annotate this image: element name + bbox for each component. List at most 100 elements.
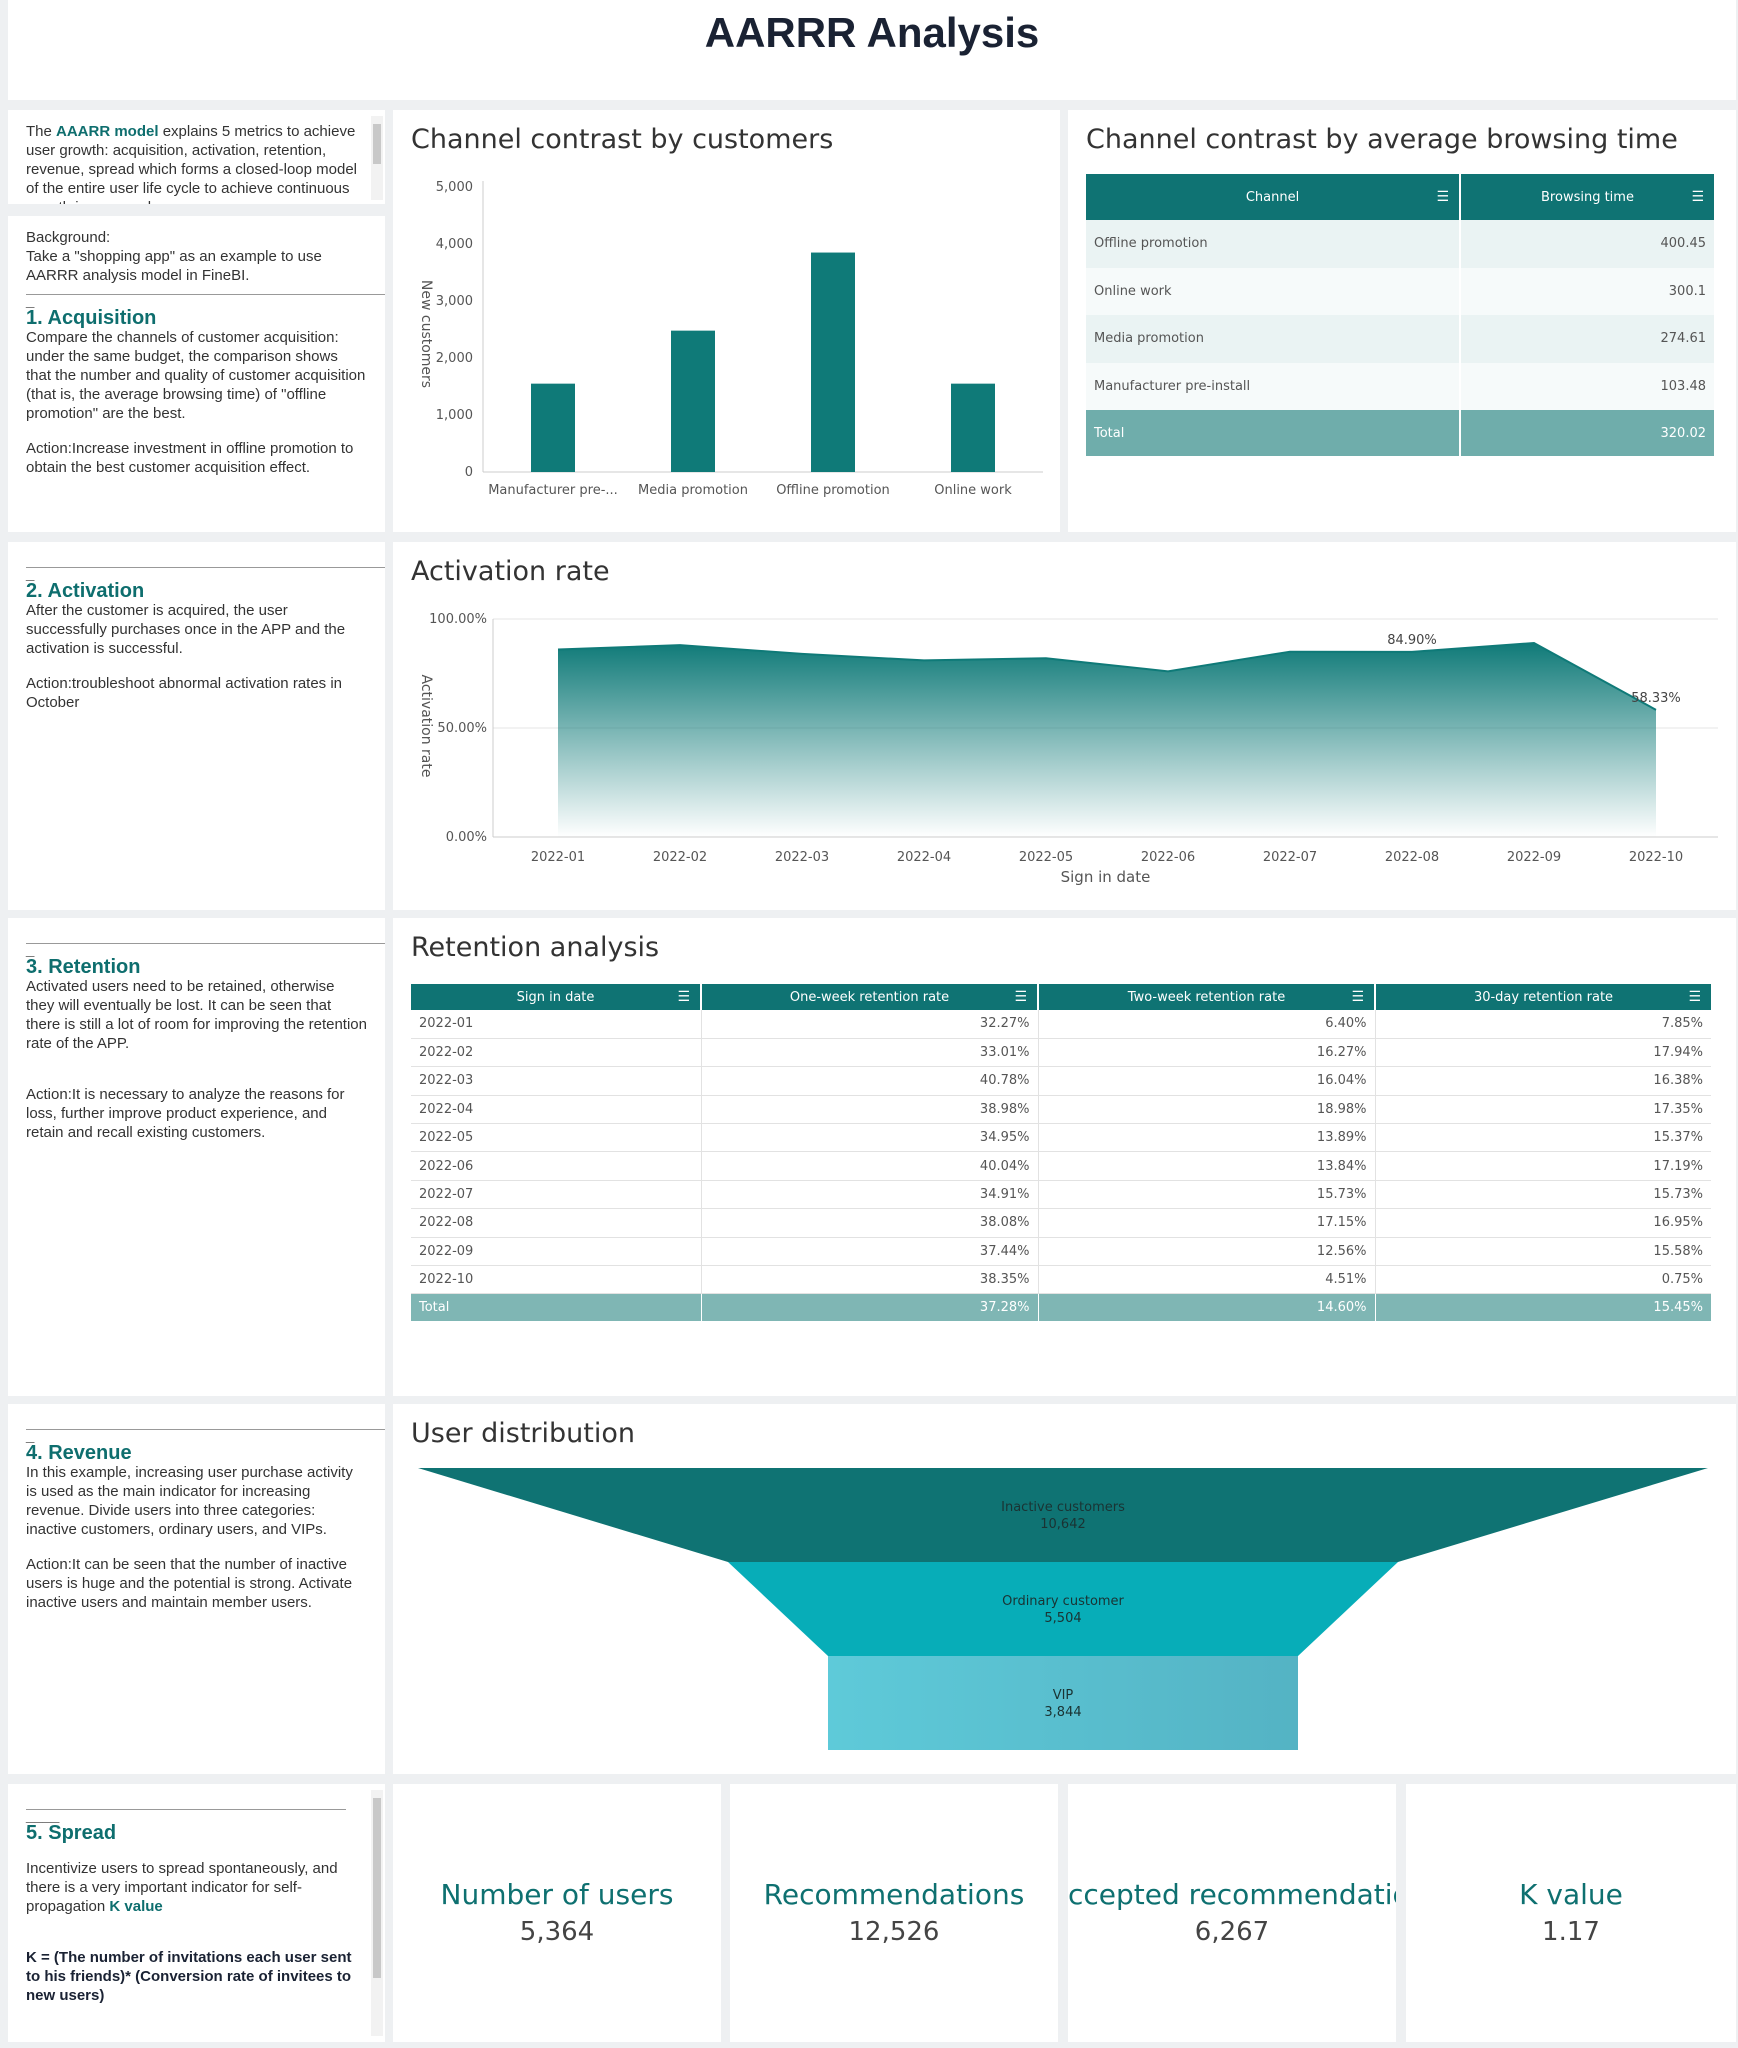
x-tick-label: Offline promotion	[776, 483, 890, 498]
y-tick-label: 50.00%	[437, 721, 487, 736]
retention-text-panel: _ 3. Retention Activated users need to b…	[8, 918, 385, 1396]
channel-cell: Online work	[1086, 267, 1461, 315]
intro-panel[interactable]: The AAARR model explains 5 metrics to ac…	[8, 110, 385, 204]
retention-cell: 40.04%	[701, 1151, 1039, 1181]
bar[interactable]	[811, 252, 855, 472]
bar-chart-panel: Channel contrast by customers 5,000 4,000…	[393, 110, 1060, 532]
retention-cell: 17.15%	[1038, 1208, 1376, 1238]
funnel-title: User distribution	[411, 1418, 635, 1449]
retention-cell: 32.27%	[701, 1010, 1039, 1039]
channel-cell: Offline promotion	[1086, 220, 1461, 268]
activation-chart-panel: Activation rate 100.00% 50.00% 0.00% Activa…	[393, 542, 1736, 910]
x-tick-label: 2022-10	[1629, 850, 1683, 865]
col-header-30-day[interactable]: 30-day retention rate ☰	[1375, 984, 1711, 1010]
col-header-one-week[interactable]: One-week retention rate ☰	[701, 984, 1039, 1010]
funnel-value-label: 5,504	[1044, 1611, 1081, 1626]
acquisition-action: Action:Increase investment in offline pr…	[26, 440, 354, 476]
y-tick-label: 4,000	[436, 237, 473, 252]
funnel-value-label: 10,642	[1040, 1517, 1086, 1532]
total-cell: Total	[411, 1293, 702, 1321]
retention-heading: 3. Retention	[26, 956, 141, 978]
browsing-time-cell: 274.61	[1660, 331, 1707, 347]
retention-cell: 34.91%	[701, 1180, 1039, 1209]
x-tick-label: 2022-07	[1263, 850, 1317, 865]
activation-action: Action:troubleshoot abnormal activation …	[26, 675, 343, 711]
table-row: Online work 300.1	[1086, 267, 1714, 315]
retention-cell: 18.98%	[1038, 1095, 1376, 1124]
sort-icon[interactable]: ☰	[677, 989, 690, 1005]
retention-table-title: Retention analysis	[411, 932, 660, 963]
spread-text-panel[interactable]: ____ 5. Spread Incentivize users to spre…	[8, 1784, 385, 2042]
series-line[interactable]	[557, 641, 1657, 711]
data-label: 58.33%	[1631, 691, 1681, 706]
spread-scrollbar[interactable]	[371, 1790, 383, 2036]
x-tick-label: 2022-02	[653, 850, 707, 865]
x-tick-label: 2022-04	[897, 850, 951, 865]
table-row: Offline promotion 400.45	[1086, 220, 1714, 268]
table-row: 2022-07 34.91% 15.73% 15.73%	[411, 1180, 1711, 1209]
title-bar: AARRR Analysis	[8, 0, 1736, 100]
table-row: 2022-02 33.01% 16.27% 17.94%	[411, 1038, 1711, 1067]
funnel-segment[interactable]	[828, 1656, 1298, 1750]
browsing-time-cell: 103.48	[1660, 378, 1707, 394]
bar[interactable]	[671, 330, 715, 472]
retention-cell: 16.27%	[1038, 1038, 1376, 1067]
sort-icon[interactable]: ☰	[1691, 189, 1704, 205]
retention-cell: 2022-04	[411, 1095, 702, 1124]
retention-cell: 4.51%	[1038, 1265, 1376, 1294]
col-header-channel[interactable]: Channel ☰	[1086, 174, 1461, 220]
k-value-term: K value	[109, 1898, 163, 1915]
activation-chart-title: Activation rate	[411, 556, 610, 587]
y-tick-label: 5,000	[436, 180, 473, 195]
x-tick-label: 2022-06	[1141, 850, 1195, 865]
col-header-two-week[interactable]: Two-week retention rate ☰	[1038, 984, 1376, 1010]
bar[interactable]	[951, 383, 995, 472]
kpi-value: 6,267	[1194, 1917, 1270, 1947]
sort-icon[interactable]: ☰	[1688, 989, 1701, 1005]
browsing-time-cell: 300.1	[1668, 283, 1706, 299]
col-header-sign-in-date[interactable]: Sign in date ☰	[411, 984, 702, 1010]
sort-icon[interactable]: ☰	[1014, 989, 1027, 1005]
total-cell: 37.28%	[701, 1293, 1039, 1321]
kpi-label: Number of users	[440, 1878, 674, 1911]
bar[interactable]	[531, 383, 575, 472]
data-label: 84.90%	[1387, 633, 1437, 648]
funnel-segment[interactable]	[418, 1468, 1708, 1562]
x-tick-label: Manufacturer pre-...	[488, 483, 618, 498]
retention-cell: 13.84%	[1038, 1151, 1376, 1181]
sort-icon[interactable]: ☰	[1436, 189, 1449, 205]
retention-cell: 2022-07	[411, 1180, 702, 1209]
y-tick-label: 3,000	[436, 294, 473, 309]
background-text: Take a "shopping app" as an example to u…	[26, 248, 322, 284]
retention-cell: 16.95%	[1653, 1215, 1703, 1231]
intro-text: The AAARR model explains 5 metrics to ac…	[26, 123, 358, 204]
retention-cell: 16.38%	[1653, 1073, 1703, 1089]
table-row: Manufacturer pre-install 103.48	[1086, 362, 1714, 410]
retention-cell: 2022-10	[411, 1265, 702, 1294]
browse-time-table: Channel ☰ Browsing time ☰ Offline promotio…	[1086, 174, 1714, 456]
activation-heading: 2. Activation	[26, 580, 145, 602]
table-row: 2022-03 40.78% 16.04% 16.38%	[411, 1066, 1711, 1096]
acquisition-body: Compare the channels of customer acquisi…	[26, 329, 366, 422]
total-cell: 15.45%	[1653, 1300, 1703, 1316]
total-row: Total 37.28% 14.60% 15.45%	[411, 1293, 1711, 1321]
retention-cell: 33.01%	[701, 1038, 1039, 1067]
kpi-label: Recommendations	[763, 1878, 1025, 1911]
background-label: Background:	[26, 229, 111, 246]
retention-cell: 2022-05	[411, 1123, 702, 1152]
col-header-browsing-time[interactable]: Browsing time ☰	[1460, 174, 1714, 220]
sort-icon[interactable]: ☰	[1351, 989, 1364, 1005]
browse-table-panel: Channel contrast by average browsing tim…	[1068, 110, 1736, 532]
retention-cell: 0.75%	[1661, 1272, 1703, 1288]
table-row: 2022-01 32.27% 6.40% 7.85%	[411, 1010, 1711, 1039]
intro-scrollbar[interactable]	[371, 116, 383, 200]
retention-body: Activated users need to be retained, oth…	[26, 978, 367, 1052]
funnel-segment[interactable]	[728, 1562, 1398, 1656]
kpi-value: 5,364	[519, 1917, 595, 1947]
revenue-text-panel: _ 4. Revenue In this example, increasing…	[8, 1404, 385, 1774]
retention-cell: 2022-02	[411, 1038, 702, 1067]
browse-table-title: Channel contrast by average browsing tim…	[1086, 124, 1678, 155]
funnel-category-label: Ordinary customer	[1002, 1594, 1124, 1609]
kpi-label: K value	[1519, 1878, 1623, 1911]
kpi-number-of-users: Number of users 5,364	[393, 1784, 721, 2042]
